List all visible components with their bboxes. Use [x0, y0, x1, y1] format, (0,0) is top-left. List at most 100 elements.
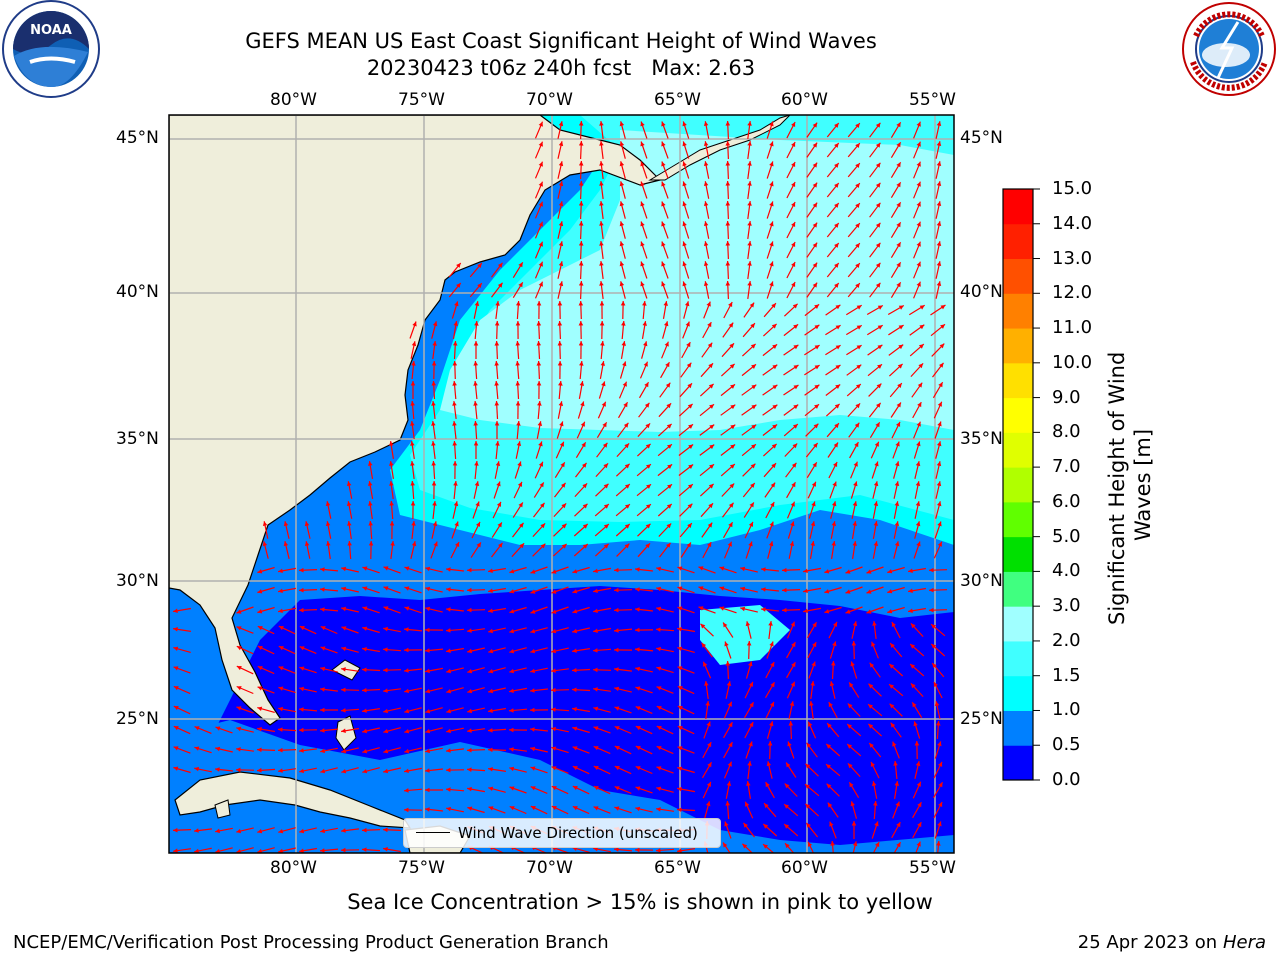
wave-direction-arrowhead — [917, 802, 922, 808]
wave-direction-arrowhead — [299, 707, 304, 712]
colorbar-tick-label: 13.0 — [1052, 247, 1093, 269]
wave-direction-arrowhead — [937, 501, 942, 507]
wind-wave-direction-arrows — [172, 120, 948, 853]
colorbar-tick-label: 4.0 — [1052, 560, 1081, 582]
wave-direction-arrowhead — [709, 444, 715, 450]
wave-direction-arrowhead — [578, 221, 584, 226]
wave-direction-arrowhead — [572, 589, 578, 594]
wave-direction-arrowhead — [677, 627, 682, 632]
wave-direction-arrowhead — [782, 567, 787, 573]
wave-direction-arrowhead — [896, 162, 901, 168]
wave-direction-arrowhead — [623, 402, 628, 408]
wave-direction-arrowhead — [530, 727, 535, 732]
wave-direction-arrowhead — [411, 521, 416, 526]
wave-direction-arrowhead — [656, 786, 662, 791]
wave-direction-arrowhead — [834, 403, 840, 409]
wave-band-2.0 — [440, 130, 954, 432]
wave-direction-arrowhead — [740, 566, 746, 572]
wave-direction-arrowhead — [578, 281, 584, 286]
wave-direction-arrowhead — [812, 282, 818, 288]
wave-direction-arrowhead — [236, 666, 242, 671]
wave-direction-arrowhead — [937, 541, 942, 547]
wave-direction-arrowhead — [236, 828, 242, 834]
colorbar-segment — [1003, 189, 1033, 225]
wave-direction-arrowhead — [446, 587, 451, 592]
wave-direction-arrowhead — [278, 829, 284, 834]
wave-direction-arrowhead — [215, 828, 220, 834]
wave-direction-arrowhead — [769, 641, 774, 647]
lon-label-bottom: 75°W — [398, 858, 445, 878]
wave-direction-arrowhead — [558, 241, 564, 247]
wave-direction-arrowhead — [661, 241, 666, 247]
wave-direction-arrowhead — [868, 704, 873, 709]
wave-direction-arrowhead — [751, 364, 756, 369]
wave-direction-arrowhead — [642, 321, 647, 326]
wave-direction-arrowhead — [916, 441, 921, 447]
wave-direction-arrowhead — [916, 781, 921, 787]
lat-label-right: 45°N — [960, 128, 1003, 148]
wave-direction-arrowhead — [614, 726, 620, 731]
wave-direction-arrowhead — [719, 566, 725, 571]
wave-direction-arrowhead — [346, 481, 352, 486]
wave-direction-arrowhead — [719, 586, 725, 591]
wave-direction-arrowhead — [916, 181, 921, 187]
wave-direction-arrowhead — [766, 761, 772, 767]
wave-direction-arrowhead — [812, 162, 818, 168]
wave-direction-arrowhead — [572, 707, 577, 712]
wave-direction-arrowhead — [620, 301, 626, 306]
wave-direction-arrowhead — [603, 543, 609, 549]
wave-direction-arrowhead — [404, 708, 410, 714]
wave-direction-arrowhead — [602, 442, 608, 448]
wave-direction-arrowhead — [771, 443, 777, 449]
wave-direction-arrowhead — [811, 481, 816, 487]
wave-direction-arrowhead — [811, 501, 816, 507]
wave-direction-arrowhead — [725, 141, 731, 146]
wave-direction-arrowhead — [446, 708, 452, 714]
wave-direction-arrowhead — [278, 588, 283, 593]
wave-direction-arrowhead — [785, 843, 790, 849]
wave-direction-arrowhead — [431, 401, 436, 406]
lon-label-top: 65°W — [654, 90, 701, 110]
wave-direction-arrowhead — [446, 668, 452, 674]
wave-direction-arrowhead — [876, 402, 881, 408]
wave-direction-arrowhead — [918, 363, 924, 369]
wave-direction-arrowhead — [572, 628, 578, 634]
wave-direction-arrowhead — [467, 748, 472, 753]
wave-direction-arrowhead — [663, 301, 668, 306]
wave-direction-arrowhead — [530, 688, 535, 693]
wave-direction-arrowhead — [404, 807, 409, 813]
wave-direction-arrowhead — [582, 524, 588, 529]
wave-direction-arrowhead — [635, 567, 640, 572]
wave-direction-arrowhead — [793, 385, 799, 390]
wave-direction-arrowhead — [404, 668, 409, 673]
wave-direction-arrowhead — [791, 202, 796, 207]
wave-direction-arrowhead — [677, 666, 683, 671]
wave-direction-arrowhead — [771, 303, 776, 309]
wave-direction-arrowhead — [278, 568, 283, 573]
wave-direction-arrowhead — [625, 484, 630, 489]
lon-label-bottom: 60°W — [781, 858, 828, 878]
wave-direction-arrowhead — [916, 161, 921, 167]
wave-direction-arrowhead — [875, 282, 881, 288]
wave-direction-arrowhead — [677, 746, 683, 751]
colorbar-segment — [1003, 571, 1033, 607]
wave-direction-arrowhead — [497, 262, 503, 268]
wave-direction-arrowhead — [551, 707, 556, 712]
wave-direction-arrowhead — [619, 181, 625, 187]
wave-direction-arrowhead — [937, 521, 942, 527]
wave-direction-arrowhead — [558, 221, 564, 227]
wave-direction-arrowhead — [516, 441, 522, 446]
wave-direction-arrowhead — [341, 687, 346, 693]
wave-direction-arrowhead — [635, 847, 640, 853]
wave-direction-arrowhead — [411, 541, 417, 547]
wave-direction-arrowhead — [703, 121, 709, 126]
wave-direction-arrowhead — [536, 321, 542, 326]
wave-direction-arrowhead — [572, 668, 577, 673]
colorbar-label: Significant Height of Wind Waves [m] — [1105, 345, 1155, 625]
wave-direction-arrowhead — [808, 721, 813, 727]
wave-direction-arrowhead — [791, 162, 796, 167]
wave-direction-arrowhead — [412, 321, 417, 327]
wave-direction-arrowhead — [425, 768, 430, 773]
wave-direction-arrowhead — [320, 607, 325, 612]
wave-direction-arrowhead — [931, 624, 936, 629]
